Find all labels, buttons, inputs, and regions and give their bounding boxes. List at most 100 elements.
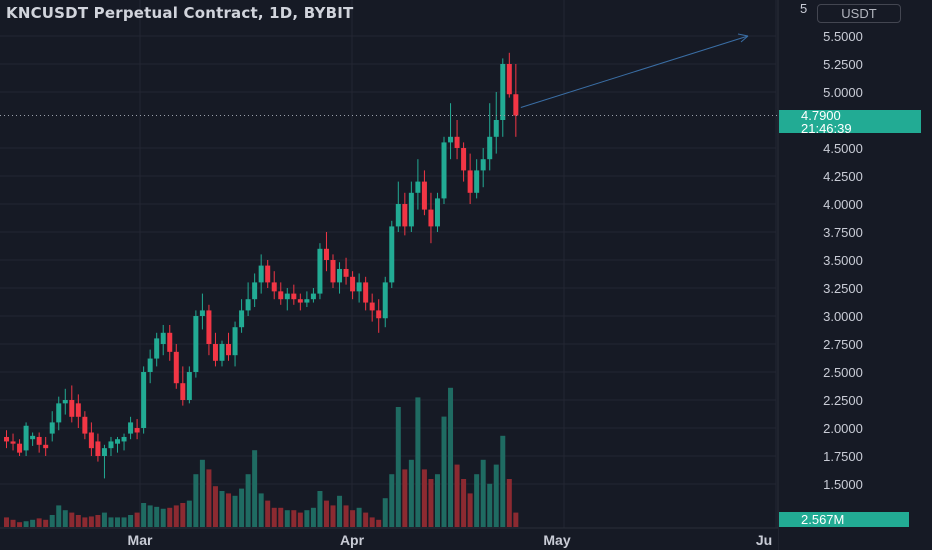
candle-body <box>88 432 94 449</box>
volume-bar <box>343 505 349 527</box>
candle-body <box>278 291 284 300</box>
volume-bar <box>115 517 121 527</box>
candle-body <box>454 136 460 148</box>
price-axis-label: 1.5000 <box>823 477 863 492</box>
candle-body <box>69 400 75 417</box>
volume-bar <box>448 387 454 527</box>
candle-body <box>23 425 29 451</box>
volume-bar <box>56 505 62 527</box>
volume-bar <box>297 512 303 527</box>
candle-body <box>506 64 512 95</box>
volume-bar <box>441 416 447 527</box>
volume-bar <box>395 407 401 527</box>
bar-countdown: 21:46:39 <box>801 121 852 136</box>
volume-bar <box>4 517 9 527</box>
candle-body <box>421 181 427 210</box>
volume-bar <box>180 503 186 527</box>
candle-body <box>252 282 258 300</box>
volume-bar <box>487 483 493 527</box>
volume-bar <box>330 505 336 527</box>
volume-bar <box>461 479 467 527</box>
last-price-label: 4.7900 21:46:39 <box>779 108 921 136</box>
candle-body <box>441 142 447 199</box>
price-axis-label: 2.2500 <box>823 393 863 408</box>
volume-bar <box>421 469 427 527</box>
volume-bar <box>30 519 36 527</box>
price-axis-label: 5.0000 <box>823 85 863 100</box>
price-axis-label: 5 <box>800 1 807 16</box>
candle-body <box>467 170 473 193</box>
candle-body <box>186 372 192 400</box>
volume-bar <box>219 491 225 527</box>
price-axis-label: 2.7500 <box>823 337 863 352</box>
volume-bar <box>167 507 173 527</box>
candle-body <box>284 293 290 300</box>
volume-bar <box>147 505 153 527</box>
volume-bar <box>428 479 434 527</box>
candle-body <box>101 448 107 456</box>
volume-bar <box>212 486 218 527</box>
volume-bar <box>265 500 271 527</box>
volume-value-label: 2.567M <box>779 512 909 527</box>
volume-bar <box>350 510 356 527</box>
candle-body <box>369 302 375 311</box>
candle-body <box>193 316 199 372</box>
price-axis-label: 3.7500 <box>823 225 863 240</box>
price-axis-label: 4.0000 <box>823 197 863 212</box>
candle-body <box>128 422 134 434</box>
volume-bar <box>232 495 238 527</box>
volume-bar <box>36 518 42 527</box>
candle-body <box>232 327 238 356</box>
chart-title: KNCUSDT Perpetual Contract, 1D, BYBIT <box>6 4 354 22</box>
candle-body <box>199 310 205 316</box>
volume-bar <box>199 459 205 527</box>
candle-body <box>115 439 121 444</box>
currency-button[interactable]: USDT <box>817 4 901 23</box>
candle-body <box>173 351 179 384</box>
volume-bar <box>141 503 147 527</box>
trend-arrow-head <box>737 33 749 43</box>
volume-bar <box>402 469 408 527</box>
candle-body <box>408 192 414 227</box>
time-axis-label: Ju <box>756 532 772 548</box>
candle-body <box>343 268 349 277</box>
volume-bar <box>500 435 506 527</box>
volume-bar <box>434 474 440 527</box>
candle-body <box>49 422 55 434</box>
volume-bar <box>278 507 284 527</box>
volume-bar <box>23 521 29 527</box>
volume-bar <box>310 507 316 527</box>
volume-bar <box>239 488 245 527</box>
candle-body <box>350 276 356 292</box>
candle-body <box>487 136 493 160</box>
candle-body <box>389 226 395 283</box>
volume-bar <box>206 469 212 527</box>
volume-bar <box>134 512 140 527</box>
candle-body <box>160 332 166 344</box>
candle-body <box>108 441 114 449</box>
volume-bar <box>193 474 199 527</box>
candle-body <box>212 344 218 361</box>
candle-body <box>317 248 323 294</box>
candle-body <box>382 282 388 319</box>
candle-body <box>330 260 336 283</box>
volume-bar <box>186 500 192 527</box>
candle-body <box>245 299 251 311</box>
candle-body <box>154 338 160 359</box>
volume-bar <box>49 515 55 527</box>
candle-body <box>180 383 186 400</box>
candle-body <box>402 204 408 227</box>
trend-arrow-line <box>520 35 749 108</box>
volume-bar <box>69 512 75 527</box>
candle-body <box>121 436 127 442</box>
candle-body <box>167 332 173 352</box>
candle-body <box>480 159 486 171</box>
candle-body <box>134 428 140 433</box>
candle-body <box>95 441 101 456</box>
price-axis-label: 3.5000 <box>823 253 863 268</box>
volume-bar <box>43 519 49 527</box>
volume-bar <box>474 474 480 527</box>
volume-bar <box>323 500 329 527</box>
